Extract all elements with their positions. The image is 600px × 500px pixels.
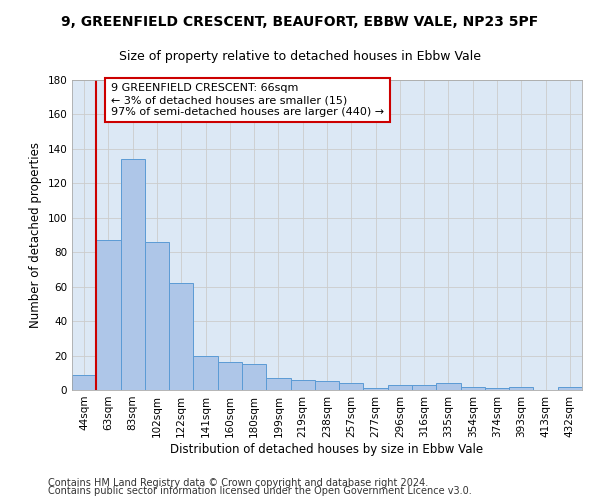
Bar <box>315 382 339 390</box>
Bar <box>121 159 145 390</box>
Bar <box>388 385 412 390</box>
Text: 9, GREENFIELD CRESCENT, BEAUFORT, EBBW VALE, NP23 5PF: 9, GREENFIELD CRESCENT, BEAUFORT, EBBW V… <box>61 15 539 29</box>
Bar <box>169 283 193 390</box>
Bar <box>412 385 436 390</box>
X-axis label: Distribution of detached houses by size in Ebbw Vale: Distribution of detached houses by size … <box>170 442 484 456</box>
Text: Contains HM Land Registry data © Crown copyright and database right 2024.: Contains HM Land Registry data © Crown c… <box>48 478 428 488</box>
Bar <box>290 380 315 390</box>
Bar <box>193 356 218 390</box>
Bar <box>364 388 388 390</box>
Bar <box>436 383 461 390</box>
Bar <box>339 383 364 390</box>
Bar <box>145 242 169 390</box>
Bar <box>72 374 96 390</box>
Bar <box>242 364 266 390</box>
Bar <box>509 386 533 390</box>
Bar <box>558 386 582 390</box>
Bar <box>218 362 242 390</box>
Bar <box>485 388 509 390</box>
Text: 9 GREENFIELD CRESCENT: 66sqm
← 3% of detached houses are smaller (15)
97% of sem: 9 GREENFIELD CRESCENT: 66sqm ← 3% of det… <box>111 84 384 116</box>
Y-axis label: Number of detached properties: Number of detached properties <box>29 142 42 328</box>
Bar <box>96 240 121 390</box>
Bar <box>461 386 485 390</box>
Text: Contains public sector information licensed under the Open Government Licence v3: Contains public sector information licen… <box>48 486 472 496</box>
Text: Size of property relative to detached houses in Ebbw Vale: Size of property relative to detached ho… <box>119 50 481 63</box>
Bar <box>266 378 290 390</box>
